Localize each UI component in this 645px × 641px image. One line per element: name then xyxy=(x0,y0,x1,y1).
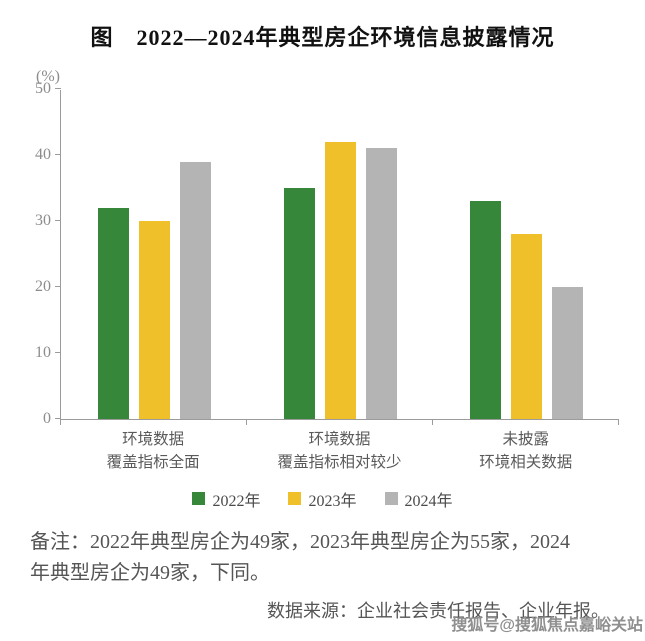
chart-area: 0 10 20 30 40 50 xyxy=(35,81,619,427)
bar-2022年-group1 xyxy=(97,207,129,419)
y-tick-label: 30 xyxy=(35,212,51,229)
y-tick-mark xyxy=(55,154,61,155)
bar-group-1 xyxy=(97,161,211,419)
chart-title: 图 2022—2024年典型房企环境信息披露情况 xyxy=(90,25,555,50)
source-text: 数据来源：企业社会责任报告、企业年报。 xyxy=(267,600,609,621)
bar-2024年-group2 xyxy=(365,148,397,419)
bar-2023年-group3 xyxy=(510,234,542,419)
bar-2022年-group3 xyxy=(469,201,501,419)
legend-swatch xyxy=(192,492,206,505)
y-tick-mark xyxy=(55,286,61,287)
note-text: 备注：2022年典型房企为49家，2023年典型房企为55家，2024 年典型房… xyxy=(30,530,570,584)
y-axis-unit-label: (%) xyxy=(36,68,60,85)
x-tick-mark xyxy=(618,419,619,425)
x-tick-mark xyxy=(245,419,247,425)
bar-group-2 xyxy=(283,141,397,419)
x-tick-mark xyxy=(60,419,61,425)
y-tick-label: 40 xyxy=(35,146,51,163)
legend-label: 2022年 xyxy=(212,492,261,510)
y-tick-label: 50 xyxy=(35,80,51,97)
bar-group-3 xyxy=(469,201,583,419)
x-axis-category-labels: 环境数据 覆盖指标全面 环境数据 覆盖指标相对较少 未披露 环境相关数据 xyxy=(60,428,619,475)
bar-2024年-group3 xyxy=(551,287,583,419)
bar-groups xyxy=(61,90,619,419)
bar-2024年-group1 xyxy=(179,161,211,419)
legend-item-2024年: 2024年 xyxy=(384,487,453,511)
y-tick-label: 20 xyxy=(35,278,51,295)
category-label-1: 环境数据 覆盖指标全面 xyxy=(106,431,200,472)
y-tick-mark xyxy=(55,418,61,419)
category-label-2: 环境数据 覆盖指标相对较少 xyxy=(277,431,402,472)
legend-swatch xyxy=(384,492,398,505)
bar-2023年-group2 xyxy=(324,141,356,419)
legend-item-2022年: 2022年 xyxy=(192,487,260,511)
plot-area: 0 10 20 30 40 50 xyxy=(35,81,619,427)
y-tick-mark xyxy=(55,88,61,89)
bar-2023年-group1 xyxy=(138,221,170,419)
legend: 2022年 2023年 2024年 xyxy=(0,487,645,511)
bar-2022年-group2 xyxy=(283,188,315,419)
legend-item-2023年: 2023年 xyxy=(288,487,357,511)
y-tick-label: 0 xyxy=(43,410,51,427)
x-tick-mark xyxy=(431,419,433,425)
y-tick-mark xyxy=(55,352,61,353)
watermark-text: 搜狐号@搜狐焦点嘉峪关站 xyxy=(451,617,643,634)
y-tick-label: 10 xyxy=(35,344,51,361)
legend-label: 2024年 xyxy=(404,492,453,510)
y-tick-mark xyxy=(55,220,61,221)
category-label-3: 未披露 环境相关数据 xyxy=(479,431,573,472)
legend-swatch xyxy=(288,492,302,505)
legend-label: 2023年 xyxy=(308,492,357,510)
